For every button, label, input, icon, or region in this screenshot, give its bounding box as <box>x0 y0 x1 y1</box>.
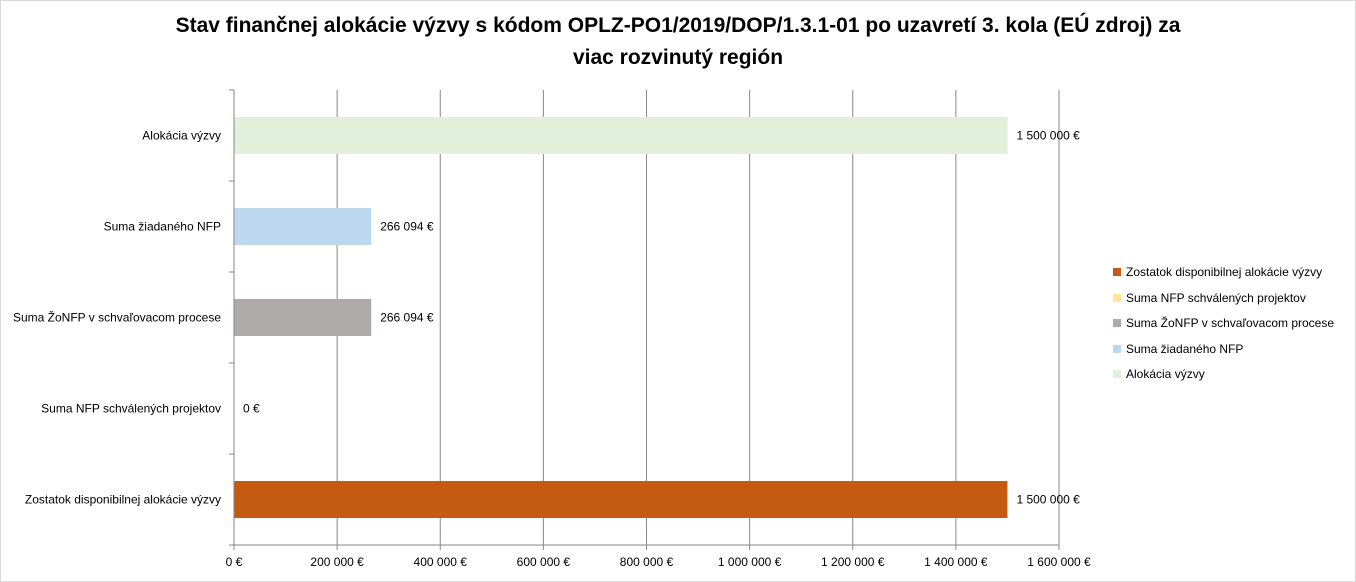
x-tick-label: 1 400 000 € <box>924 555 988 569</box>
data-label: 1 500 000 € <box>1016 129 1080 143</box>
bar <box>234 481 1008 518</box>
legend-swatch <box>1113 268 1121 276</box>
x-tick-label: 600 000 € <box>517 555 571 569</box>
data-label: 1 500 000 € <box>1016 493 1080 507</box>
data-label: 266 094 € <box>380 220 434 234</box>
legend-label: Zostatok disponibilnej alokácie výzvy <box>1126 265 1323 279</box>
x-tick-label: 1 600 000 € <box>1027 555 1091 569</box>
x-tick-label: 1 200 000 € <box>821 555 885 569</box>
bar <box>234 117 1008 154</box>
legend-label: Suma žiadaného NFP <box>1126 341 1244 356</box>
legend-swatch <box>1113 370 1121 378</box>
x-tick-label: 800 000 € <box>620 555 674 569</box>
legend-label: Suma NFP schválených projektov <box>1126 290 1306 305</box>
category-label: Zostatok disponibilnej alokácie výzvy <box>25 493 221 507</box>
x-tick-label: 0 € <box>226 555 243 569</box>
legend-swatch <box>1113 319 1121 327</box>
category-label: Suma NFP schválených projektov <box>41 402 221 416</box>
legend-swatch <box>1113 293 1121 302</box>
bar <box>234 208 372 245</box>
category-label: Suma ŽoNFP v schvaľovacom procese <box>13 310 221 325</box>
legend-label: Suma ŽoNFP v schvaľovacom procese <box>1126 316 1335 330</box>
data-label: 0 € <box>243 402 260 416</box>
legend-swatch <box>1113 344 1121 353</box>
x-tick-label: 400 000 € <box>414 555 468 569</box>
chart-title-line-1: Stav finančnej alokácie výzvy s kódom OP… <box>175 14 1181 37</box>
category-label: Suma žiadaného NFP <box>104 220 221 234</box>
x-tick-label: 1 000 000 € <box>718 555 782 569</box>
chart-title-line-2: viac rozvinutý región <box>572 46 784 69</box>
data-label: 266 094 € <box>380 311 434 325</box>
legend-label: Alokácia výzvy <box>1126 367 1205 381</box>
x-tick-label: 200 000 € <box>310 555 364 569</box>
bar <box>234 299 372 336</box>
category-label: Alokácia výzvy <box>142 129 221 143</box>
